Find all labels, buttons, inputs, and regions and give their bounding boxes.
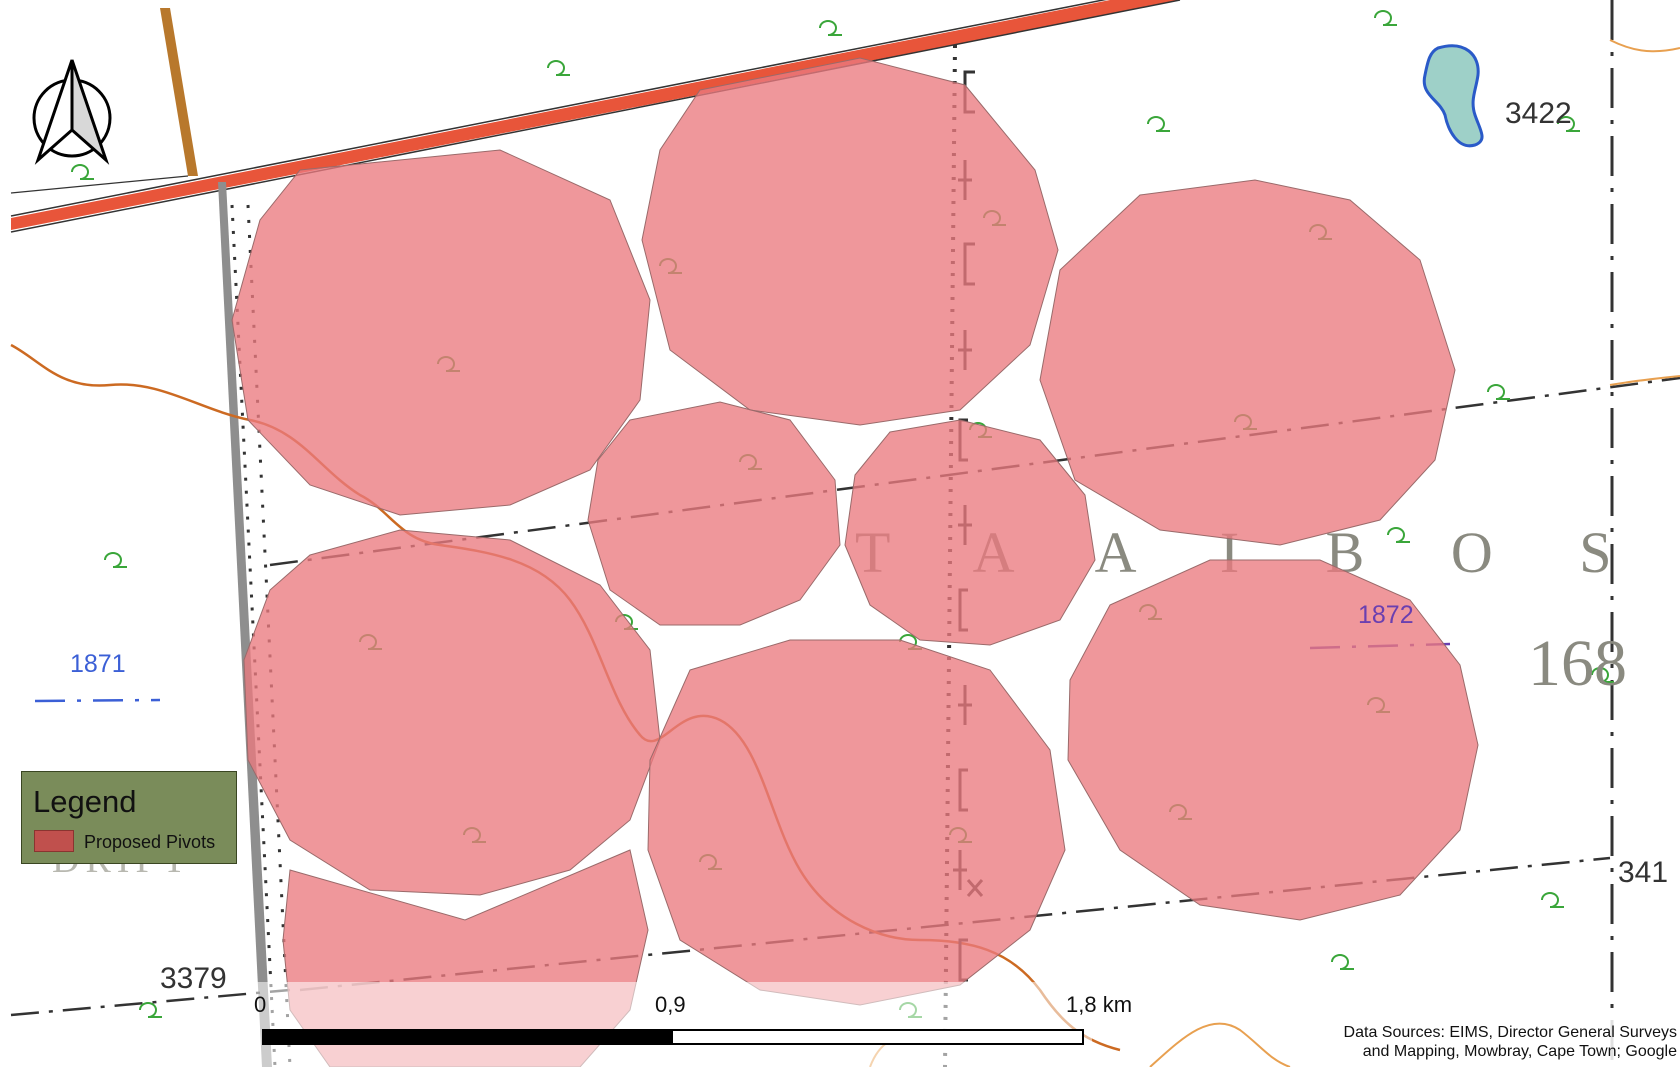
scale-bar (262, 1029, 1084, 1045)
pivot-8 (1067, 559, 1479, 921)
pivot-1 (231, 149, 651, 516)
scalebar-backdrop (252, 982, 1092, 1067)
pivot-3 (1039, 179, 1456, 546)
farm-boundary (160, 8, 198, 176)
contour-label-1871: 1871 (70, 650, 126, 678)
sources-backdrop (1300, 1018, 1680, 1067)
data-sources: Data Sources: EIMS, Director General Sur… (1344, 1023, 1677, 1061)
elevation-label-341: 341 (1618, 856, 1668, 889)
pivot-5 (844, 419, 1096, 646)
data-sources-line-1: Data Sources: EIMS, Director General Sur… (1343, 1024, 1677, 1041)
proposed-pivots-layer (231, 57, 1479, 1067)
pivot-2 (641, 57, 1059, 426)
dam (1422, 44, 1484, 148)
pivot-7 (647, 639, 1066, 1006)
contour-label-1872: 1872 (1358, 601, 1414, 629)
scale-tick-0: 0 (254, 992, 267, 1017)
legend-swatch-proposed-pivots (34, 830, 74, 852)
pivot-6 (243, 529, 661, 896)
contour (1609, 39, 1680, 53)
secondary-road (218, 182, 272, 1067)
power-line (10, 988, 291, 1017)
road-edge (10, 0, 1107, 217)
farm-number: 168 (1528, 627, 1627, 700)
elevation-label-3422: 3422 (1505, 97, 1572, 130)
legend: Legend Proposed Pivots (21, 771, 237, 864)
data-sources-line-2: and Mapping, Mowbray, Cape Town; Google (1362, 1043, 1677, 1060)
north-arrow-icon (32, 59, 112, 165)
pivot-4 (587, 401, 841, 626)
elevation-label-3379: 3379 (160, 962, 227, 995)
scale-tick-1-8-km: 1,8 km (1066, 992, 1133, 1017)
fence (10, 175, 189, 194)
contour-line-1871 (34, 698, 161, 703)
scale-tick-0-9: 0,9 (655, 992, 686, 1017)
contour (1149, 1022, 1291, 1067)
legend-title: Legend (33, 784, 137, 819)
contour (1609, 375, 1680, 386)
scale-bar-segment (264, 1031, 673, 1043)
road-edge (10, 0, 1181, 233)
legend-item-label: Proposed Pivots (84, 832, 216, 852)
